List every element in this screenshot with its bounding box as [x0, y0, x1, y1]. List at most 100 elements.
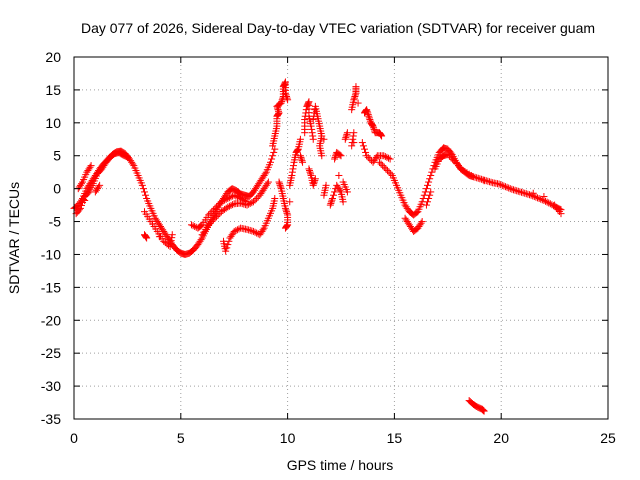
data-point: [217, 198, 225, 206]
data-point: [214, 201, 222, 209]
data-point: [76, 204, 84, 212]
data-point: [363, 107, 371, 115]
data-point: [557, 210, 565, 218]
data-point: [545, 199, 553, 207]
data-point: [364, 109, 372, 117]
data-point: [422, 201, 430, 209]
y-tick-label: -10: [41, 246, 61, 262]
data-point: [223, 244, 231, 252]
data-point: [343, 188, 351, 196]
data-point: [364, 111, 372, 119]
data-point: [534, 194, 542, 202]
data-point: [297, 153, 305, 161]
y-tick-label: -25: [41, 345, 61, 361]
data-point: [358, 139, 366, 147]
data-point: [307, 122, 315, 130]
data-point: [225, 194, 233, 202]
data-point: [246, 199, 254, 207]
y-axis-label: SDTVAR / TECUs: [6, 182, 22, 294]
data-point: [362, 148, 370, 156]
data-point: [205, 221, 213, 229]
x-tick-label: 25: [600, 430, 616, 446]
data-point: [359, 142, 367, 150]
data-point: [168, 234, 176, 242]
data-point: [343, 129, 351, 137]
data-point: [377, 160, 385, 168]
data-point: [326, 201, 334, 209]
data-point: [467, 171, 475, 179]
data-point: [253, 195, 261, 203]
data-point: [350, 129, 358, 137]
data-point: [381, 153, 389, 161]
data-point: [506, 185, 514, 193]
data-point: [96, 181, 104, 189]
data-point: [227, 193, 235, 201]
x-axis-label: GPS time / hours: [287, 457, 394, 473]
data-point: [206, 219, 214, 227]
data-point: [339, 198, 347, 206]
data-point: [425, 178, 433, 186]
grid: [74, 57, 608, 419]
data-point: [167, 240, 175, 248]
data-point: [308, 129, 316, 137]
data-point: [425, 195, 433, 203]
data-point: [245, 200, 253, 208]
data-point: [365, 112, 373, 120]
data-point: [281, 224, 289, 232]
data-point: [331, 153, 339, 161]
data-point: [129, 160, 137, 168]
data-point: [385, 168, 393, 176]
data-point: [249, 198, 257, 206]
data-points: [70, 78, 565, 415]
data-point: [214, 211, 222, 219]
data-point: [305, 165, 313, 173]
x-tick-label: 10: [280, 430, 296, 446]
data-point: [208, 218, 216, 226]
data-point: [276, 180, 284, 188]
data-point: [227, 201, 235, 209]
data-point: [211, 204, 219, 212]
data-point: [281, 204, 289, 212]
data-point: [139, 185, 147, 193]
data-point: [95, 183, 103, 191]
data-point: [350, 139, 358, 147]
data-point: [264, 178, 272, 186]
data-point: [383, 153, 391, 161]
data-point: [277, 183, 285, 191]
data-point: [351, 91, 359, 99]
data-point: [310, 180, 318, 188]
data-point: [275, 109, 283, 117]
data-point: [426, 191, 434, 199]
data-point: [296, 152, 304, 160]
data-point: [495, 180, 503, 188]
data-point: [360, 145, 368, 153]
data-point: [233, 193, 241, 201]
data-point: [233, 226, 241, 234]
data-point: [229, 201, 237, 209]
data-point: [205, 211, 213, 219]
data-point: [387, 170, 395, 178]
data-point: [299, 158, 307, 166]
data-point: [140, 188, 148, 196]
data-point: [166, 243, 174, 251]
data-point: [382, 165, 390, 173]
data-point: [426, 175, 434, 183]
data-point: [209, 206, 217, 214]
data-point: [263, 180, 271, 188]
data-point: [497, 181, 505, 189]
data-point: [427, 171, 435, 179]
data-point: [138, 181, 146, 189]
data-point: [86, 163, 94, 171]
data-point: [278, 97, 286, 105]
data-point: [386, 155, 394, 163]
data-point: [327, 199, 335, 207]
data-point: [189, 222, 197, 230]
data-point: [538, 196, 546, 204]
series-sdtvar: [70, 78, 565, 415]
data-point: [219, 197, 227, 205]
data-point: [311, 106, 319, 114]
data-point: [383, 167, 391, 175]
data-point: [343, 130, 351, 138]
data-point: [293, 147, 301, 155]
